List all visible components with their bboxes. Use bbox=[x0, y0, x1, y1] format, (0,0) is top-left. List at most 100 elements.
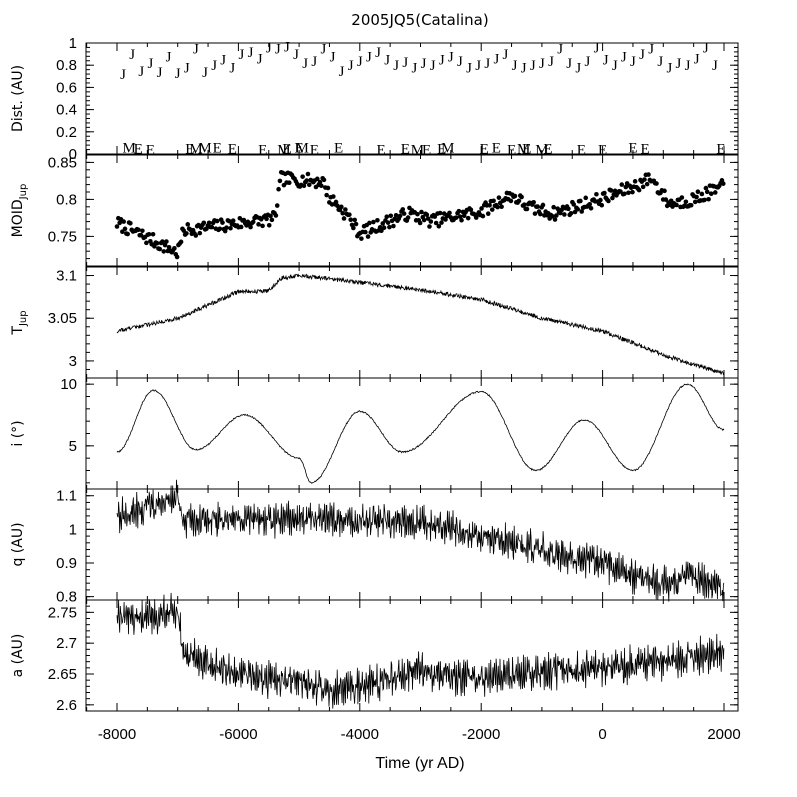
moid-point bbox=[456, 208, 462, 214]
moid-point bbox=[136, 227, 141, 233]
moid-point bbox=[552, 217, 558, 222]
x-axis: -8000 -6000 -4000 -2000 0 2000 bbox=[98, 726, 741, 743]
encounter-marker-J: J bbox=[193, 42, 199, 58]
moid-point bbox=[417, 220, 423, 226]
encounter-marker-E: E bbox=[480, 141, 489, 157]
moid-point bbox=[125, 231, 130, 237]
moid-point bbox=[489, 207, 495, 212]
moid-point bbox=[491, 198, 496, 204]
moid-point bbox=[636, 187, 642, 193]
moid-point bbox=[224, 225, 229, 230]
encounter-marker-M: M bbox=[441, 140, 454, 156]
moid-point bbox=[393, 212, 399, 218]
y-tick-label-dist: 0.2 bbox=[56, 124, 77, 141]
encounter-marker-E: E bbox=[641, 141, 650, 157]
y-tick-label-tjup: 3.05 bbox=[48, 310, 77, 327]
encounter-marker-J: J bbox=[311, 54, 317, 70]
moid-point bbox=[646, 172, 651, 177]
moid-point bbox=[703, 185, 709, 191]
moid-point bbox=[415, 211, 420, 217]
moid-point bbox=[266, 222, 272, 228]
moid-point bbox=[588, 205, 594, 211]
moid-point bbox=[371, 219, 376, 225]
encounter-marker-J: J bbox=[503, 47, 509, 63]
moid-point bbox=[256, 222, 261, 227]
encounter-marker-J: J bbox=[448, 49, 454, 65]
moid-point bbox=[352, 217, 358, 223]
moid-point bbox=[421, 217, 427, 223]
encounter-marker-E: E bbox=[577, 143, 586, 159]
moid-point bbox=[437, 210, 443, 216]
moid-point bbox=[695, 189, 701, 195]
moid-point bbox=[174, 254, 180, 260]
x-tick-label: -6000 bbox=[219, 726, 257, 743]
moid-point bbox=[447, 210, 452, 216]
series-line-incl bbox=[116, 383, 725, 484]
encounter-marker-J: J bbox=[612, 58, 618, 74]
moid-point bbox=[359, 236, 364, 241]
encounter-marker-J: J bbox=[694, 52, 700, 68]
moid-point bbox=[704, 189, 710, 195]
encounter-marker-J: J bbox=[703, 40, 709, 56]
moid-point bbox=[260, 223, 265, 229]
encounter-marker-J: J bbox=[138, 64, 144, 80]
moid-point bbox=[433, 220, 439, 226]
moid-point bbox=[220, 220, 225, 225]
moid-point bbox=[347, 212, 352, 217]
encounter-marker-J: J bbox=[330, 49, 336, 65]
encounter-marker-J: J bbox=[393, 58, 399, 74]
y-axis-label-tjup: TJup bbox=[10, 310, 29, 335]
encounter-marker-J: J bbox=[512, 58, 518, 74]
moid-point bbox=[480, 213, 486, 219]
y-tick-label-q: 1 bbox=[69, 521, 77, 538]
encounter-marker-E: E bbox=[492, 140, 501, 156]
moid-point bbox=[226, 218, 232, 224]
moid-point bbox=[238, 224, 244, 230]
moid-point bbox=[348, 217, 353, 222]
moid-point bbox=[521, 202, 527, 207]
encounter-marker-J: J bbox=[639, 47, 645, 63]
y-tick-label-dist: 0.4 bbox=[56, 102, 77, 119]
moid-point bbox=[375, 217, 380, 223]
encounter-marker-E: E bbox=[716, 141, 725, 157]
moid-point bbox=[152, 244, 157, 249]
moid-point bbox=[214, 218, 220, 224]
moid-point bbox=[277, 178, 283, 184]
moid-point bbox=[268, 213, 273, 219]
moid-point bbox=[457, 214, 463, 219]
panel-frame-dist bbox=[85, 42, 739, 155]
moid-point bbox=[321, 177, 327, 183]
y-tick-label-q: 0.9 bbox=[56, 555, 77, 572]
moid-point bbox=[305, 171, 311, 177]
moid-point bbox=[273, 213, 279, 218]
encounter-marker-J: J bbox=[302, 56, 308, 72]
encounter-marker-J: J bbox=[648, 42, 654, 58]
moid-point bbox=[276, 186, 281, 192]
encounter-marker-J: J bbox=[630, 54, 636, 70]
y-tick-label-tjup: 3.1 bbox=[56, 268, 77, 285]
moid-point bbox=[317, 179, 323, 185]
encounter-marker-J: J bbox=[603, 53, 609, 69]
encounter-marker-M: M bbox=[122, 140, 135, 156]
moid-point bbox=[335, 203, 340, 208]
moid-point bbox=[385, 220, 391, 225]
y-tick-label-q: 1.1 bbox=[56, 488, 77, 505]
encounter-marker-E: E bbox=[134, 141, 143, 157]
encounter-marker-J: J bbox=[339, 64, 345, 80]
y-axis-label-subscript-moid: Jup bbox=[18, 184, 29, 201]
moid-point bbox=[566, 206, 571, 212]
moid-point bbox=[351, 225, 356, 231]
moid-point bbox=[353, 221, 359, 227]
moid-point bbox=[622, 191, 627, 197]
moid-point bbox=[301, 183, 307, 189]
encounter-marker-J: J bbox=[521, 60, 527, 76]
encounter-marker-J: J bbox=[220, 53, 226, 69]
moid-point bbox=[333, 199, 339, 205]
moid-point bbox=[575, 206, 581, 212]
moid-point bbox=[679, 195, 685, 200]
moid-point bbox=[206, 220, 212, 226]
encounter-marker-E: E bbox=[213, 140, 222, 156]
moid-point bbox=[579, 209, 585, 214]
moid-point bbox=[340, 210, 345, 216]
